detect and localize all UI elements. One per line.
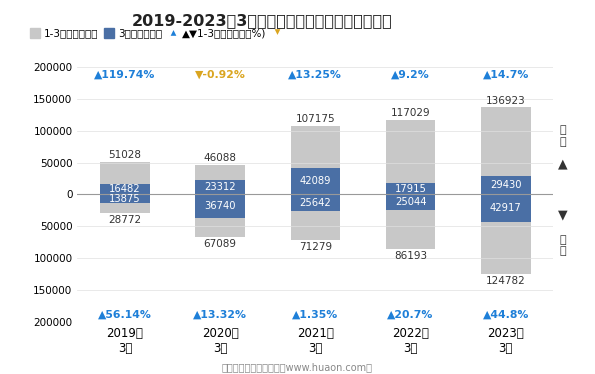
Text: ▲56.14%: ▲56.14% xyxy=(98,310,152,320)
Bar xyxy=(386,120,436,194)
Bar xyxy=(481,176,531,194)
Bar xyxy=(195,165,245,194)
Text: 67089: 67089 xyxy=(203,239,237,249)
Bar xyxy=(386,194,436,211)
Bar xyxy=(195,194,245,237)
Text: ▼-0.92%: ▼-0.92% xyxy=(195,69,246,79)
Text: 36740: 36740 xyxy=(205,201,236,211)
Text: ▲13.32%: ▲13.32% xyxy=(193,310,247,320)
Text: 16482: 16482 xyxy=(109,184,141,194)
Text: 42089: 42089 xyxy=(300,176,331,186)
Text: 71279: 71279 xyxy=(299,242,332,252)
Text: ▲20.7%: ▲20.7% xyxy=(387,310,434,320)
Bar xyxy=(100,194,150,213)
Bar xyxy=(290,126,340,194)
Bar xyxy=(100,184,150,194)
Bar xyxy=(481,194,531,222)
Text: 进
口: 进 口 xyxy=(559,234,566,256)
Text: ▲9.2%: ▲9.2% xyxy=(391,69,430,79)
Text: 23312: 23312 xyxy=(204,182,236,192)
Text: 42917: 42917 xyxy=(490,203,522,213)
Bar xyxy=(195,180,245,194)
Bar xyxy=(290,194,340,211)
Text: ▼: ▼ xyxy=(558,208,568,221)
Text: ▲13.25%: ▲13.25% xyxy=(289,69,342,79)
Text: 25044: 25044 xyxy=(395,197,426,208)
Bar xyxy=(290,194,340,240)
Text: 46088: 46088 xyxy=(203,153,237,163)
Bar xyxy=(195,194,245,218)
Text: 2019-2023年3月长沙黄花综合保税区进、出口额: 2019-2023年3月长沙黄花综合保税区进、出口额 xyxy=(131,13,392,28)
Legend: 1-3月（万美元）, 3月（万美元）, ▲▼1-3月同比增速（%), : 1-3月（万美元）, 3月（万美元）, ▲▼1-3月同比增速（%), xyxy=(26,24,291,43)
Text: 17915: 17915 xyxy=(394,184,427,194)
Bar xyxy=(100,162,150,194)
Text: 51028: 51028 xyxy=(108,150,142,160)
Text: ▲: ▲ xyxy=(558,157,568,171)
Text: 25642: 25642 xyxy=(299,197,331,208)
Text: 136923: 136923 xyxy=(486,95,525,105)
Text: 107175: 107175 xyxy=(296,114,335,125)
Text: ▲44.8%: ▲44.8% xyxy=(483,310,529,320)
Bar xyxy=(100,194,150,203)
Bar xyxy=(481,194,531,274)
Text: 28772: 28772 xyxy=(108,215,142,225)
Bar xyxy=(386,194,436,249)
Text: 86193: 86193 xyxy=(394,251,427,261)
Text: ▲1.35%: ▲1.35% xyxy=(292,310,339,320)
Bar xyxy=(481,107,531,194)
Text: 124782: 124782 xyxy=(486,276,525,286)
Text: 13875: 13875 xyxy=(109,194,141,204)
Text: 制图：华经产业研究院（www.huaon.com）: 制图：华经产业研究院（www.huaon.com） xyxy=(222,362,373,372)
Text: 117029: 117029 xyxy=(391,108,430,118)
Text: ▲14.7%: ▲14.7% xyxy=(483,69,529,79)
Text: ▲119.74%: ▲119.74% xyxy=(94,69,156,79)
Bar xyxy=(386,183,436,194)
Bar xyxy=(290,168,340,194)
Text: 出
口: 出 口 xyxy=(559,125,566,147)
Text: 29430: 29430 xyxy=(490,180,521,190)
